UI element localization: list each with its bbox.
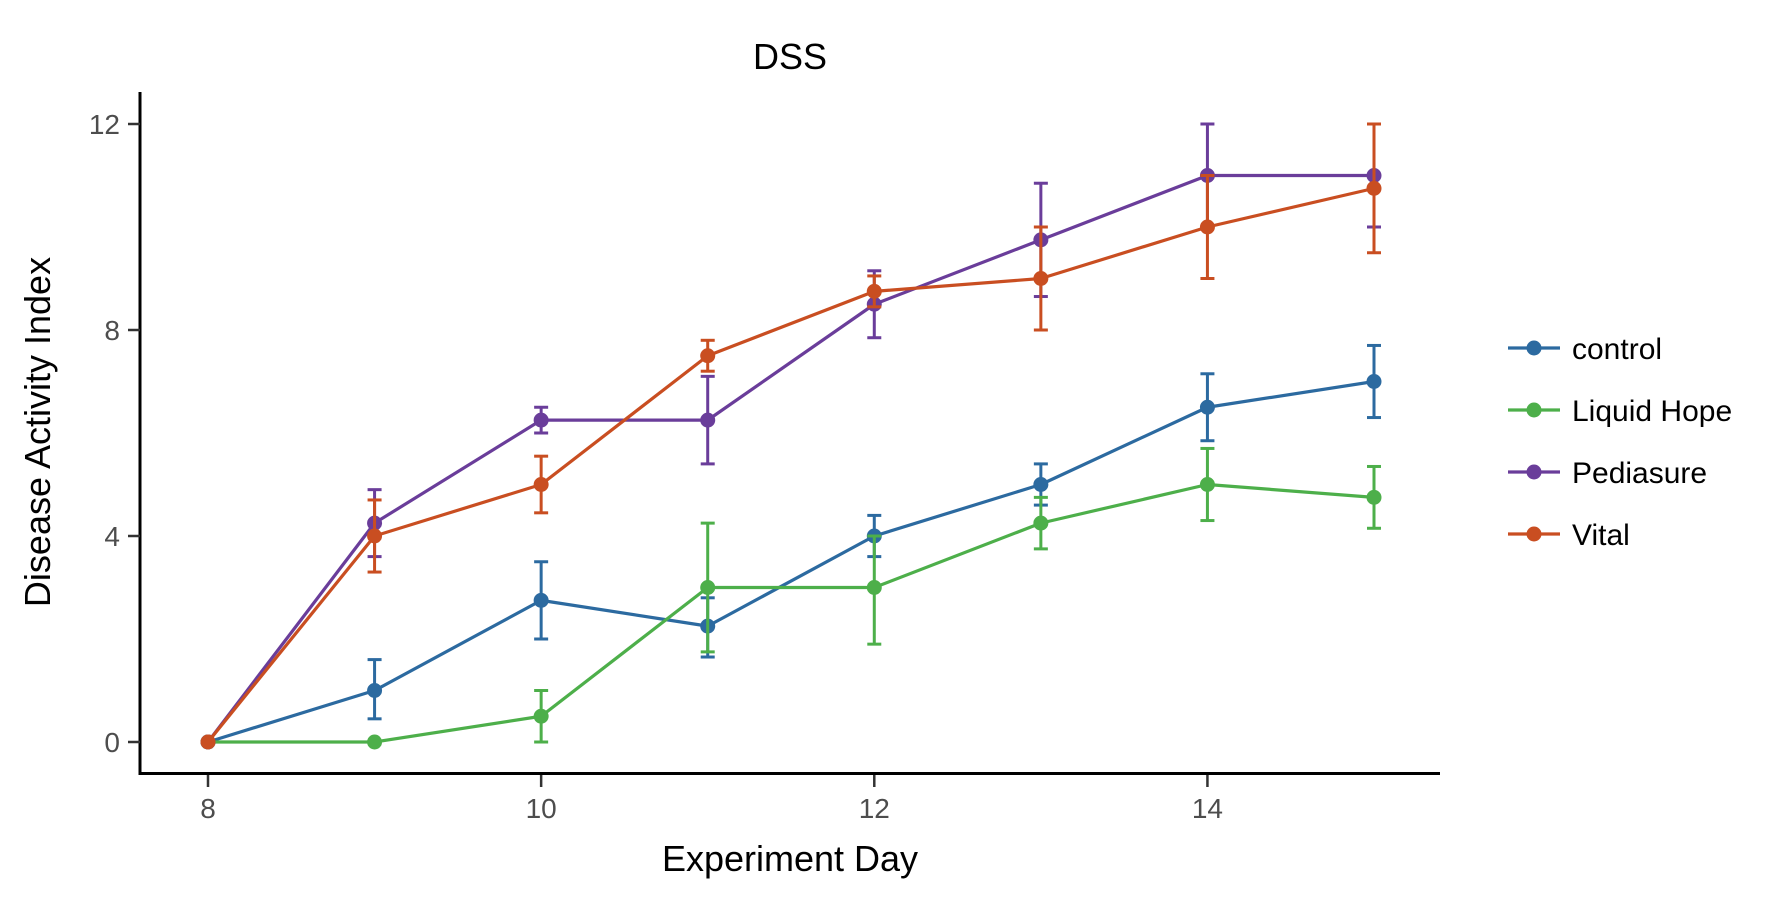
legend: control Liquid Hope Pediasure Vital (1508, 333, 1732, 552)
x-axis-title: Experiment Day (662, 838, 918, 879)
x-tick-label: 14 (1192, 793, 1223, 824)
data-point (1033, 477, 1049, 492)
ticks: 0 4 8 12 8 10 12 14 (89, 109, 1223, 824)
data-point (200, 734, 216, 750)
y-tick-label: 4 (104, 521, 120, 552)
data-point (866, 283, 882, 299)
y-tick-label: 12 (89, 109, 120, 140)
data-point (367, 528, 383, 544)
data-point (367, 734, 383, 750)
series-vital (200, 122, 1382, 750)
data-point (1199, 219, 1215, 235)
data-point (533, 477, 549, 492)
series-line (206, 173, 1374, 743)
chart-title: DSS (753, 36, 827, 77)
data-point (700, 412, 716, 428)
series-pediasure (200, 122, 1382, 750)
data-point (1366, 180, 1382, 196)
y-tick-label: 0 (104, 727, 120, 758)
x-tick-label: 12 (859, 793, 890, 824)
data-point (700, 580, 716, 595)
data-point (1199, 399, 1215, 415)
series-layer (200, 122, 1382, 750)
data-point (1199, 477, 1215, 492)
legend-item: Liquid Hope (1508, 395, 1732, 428)
legend-item: Vital (1508, 519, 1630, 552)
data-point (533, 592, 549, 608)
data-point (1033, 515, 1049, 531)
series-line (207, 379, 1375, 744)
y-axis-title: Disease Activity Index (17, 257, 58, 607)
series-control (200, 343, 1382, 750)
data-point (533, 708, 549, 724)
series-line (208, 482, 1375, 744)
data-point (367, 683, 383, 698)
x-tick-label: 10 (526, 793, 557, 824)
data-point (1366, 374, 1382, 389)
legend-item: Pediasure (1508, 457, 1707, 490)
data-point (866, 580, 882, 595)
data-point (533, 412, 549, 428)
data-point (700, 348, 716, 364)
legend-label: Pediasure (1572, 457, 1707, 490)
data-point (1033, 271, 1049, 286)
legend-label: Vital (1572, 519, 1630, 552)
data-point (1366, 489, 1382, 505)
axes (138, 92, 1440, 775)
legend-key-point (1526, 464, 1542, 480)
legend-label: control (1572, 333, 1662, 366)
series-line (206, 186, 1375, 744)
y-tick-label: 8 (104, 315, 120, 346)
legend-key-point (1526, 402, 1542, 418)
legend-key-point (1526, 526, 1542, 542)
x-tick-label: 8 (200, 793, 216, 824)
legend-label: Liquid Hope (1572, 395, 1732, 428)
legend-item: control (1508, 333, 1662, 366)
legend-key-point (1526, 340, 1542, 356)
series-liquid-hope (200, 446, 1382, 750)
